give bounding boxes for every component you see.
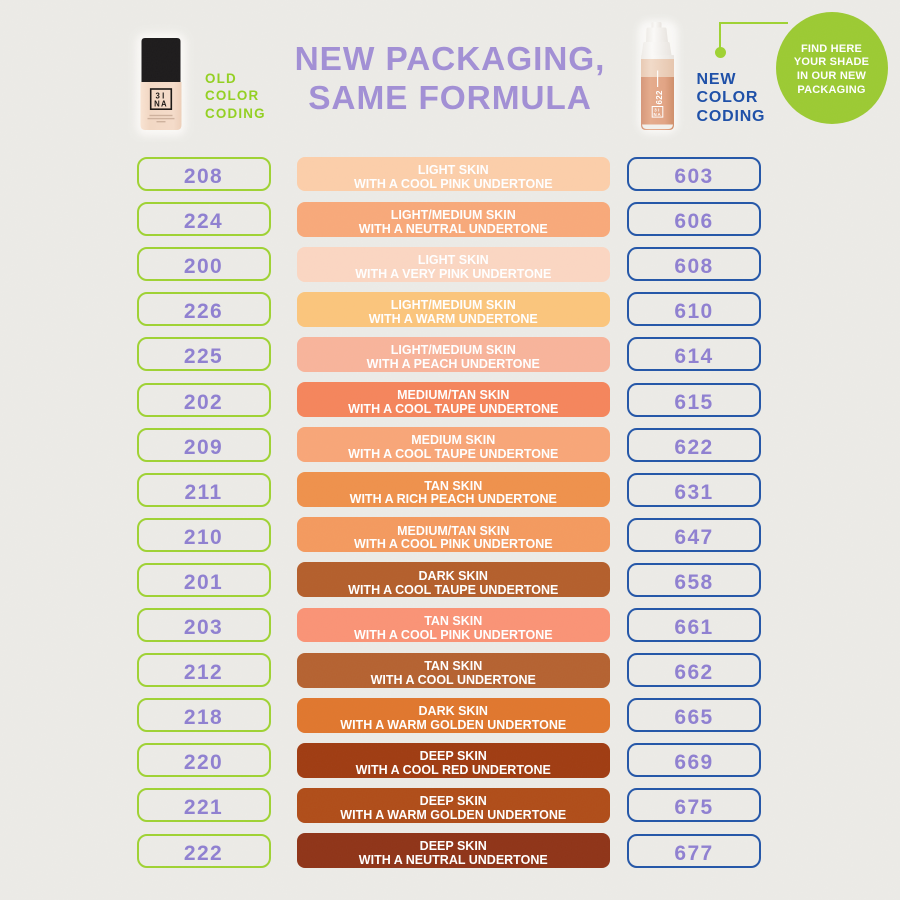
- svg-text:NA: NA: [154, 100, 168, 109]
- svg-text:622: 622: [655, 90, 664, 104]
- svg-text:NA: NA: [654, 112, 662, 117]
